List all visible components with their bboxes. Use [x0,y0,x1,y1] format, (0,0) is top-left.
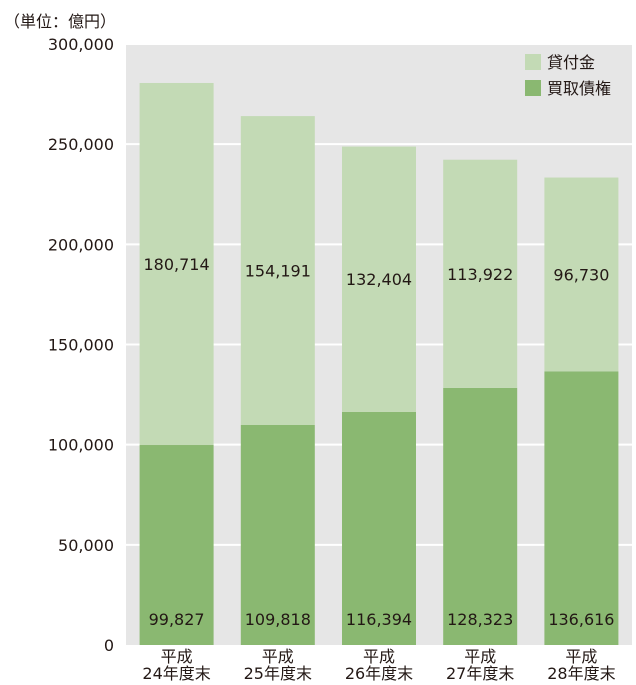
y-tick-label: 200,000 [48,235,114,254]
legend-label: 買取債権 [547,79,611,98]
data-label: 128,323 [447,610,513,629]
bar-segment [342,146,416,412]
legend-swatch [525,54,541,70]
x-tick-label: 26年度末 [345,664,413,683]
unit-label: （単位：億円） [4,12,117,31]
data-label: 132,404 [346,270,412,289]
data-label: 109,818 [245,610,311,629]
legend-swatch [525,80,541,96]
data-label: 116,394 [346,610,412,629]
bar-segment [139,82,214,446]
bar-segment [443,159,518,388]
bars [139,82,619,645]
data-label: 113,922 [447,265,513,284]
y-tick-label: 150,000 [48,336,114,355]
data-label: 154,191 [245,262,311,281]
x-tick-label: 平成 [262,647,294,666]
y-tick-label: 50,000 [58,536,114,555]
data-label: 99,827 [149,610,205,629]
x-tick-label: 25年度末 [244,664,312,683]
y-axis: 0 50,000 100,000 150,000 200,000 250,000 300,0… [48,35,114,655]
bar-segment [443,387,518,645]
x-tick-label: 平成 [363,647,395,666]
x-tick-label: 平成 [565,647,597,666]
x-tick-label: 28年度末 [547,664,615,683]
bar-segment [240,116,315,425]
bar-segment [544,177,619,372]
bar-segment [342,411,416,645]
y-tick-label: 100,000 [48,436,114,455]
bar-segment [139,445,214,645]
x-tick-label: 平成 [464,647,496,666]
data-labels: 99,827 180,714 109,818 154,191 116,394 132,40… [144,255,615,629]
legend-label: 貸付金 [547,53,595,72]
bar-segment [544,371,619,645]
y-tick-label: 0 [104,636,114,655]
data-label: 180,714 [144,255,210,274]
x-tick-label: 平成 [161,647,193,666]
x-tick-label: 24年度末 [142,664,210,683]
data-label: 96,730 [553,265,609,284]
data-label: 136,616 [548,610,614,629]
x-tick-label: 27年度末 [446,664,514,683]
bar-segment [240,424,315,645]
y-tick-label: 300,000 [48,35,114,54]
y-tick-label: 250,000 [48,135,114,154]
